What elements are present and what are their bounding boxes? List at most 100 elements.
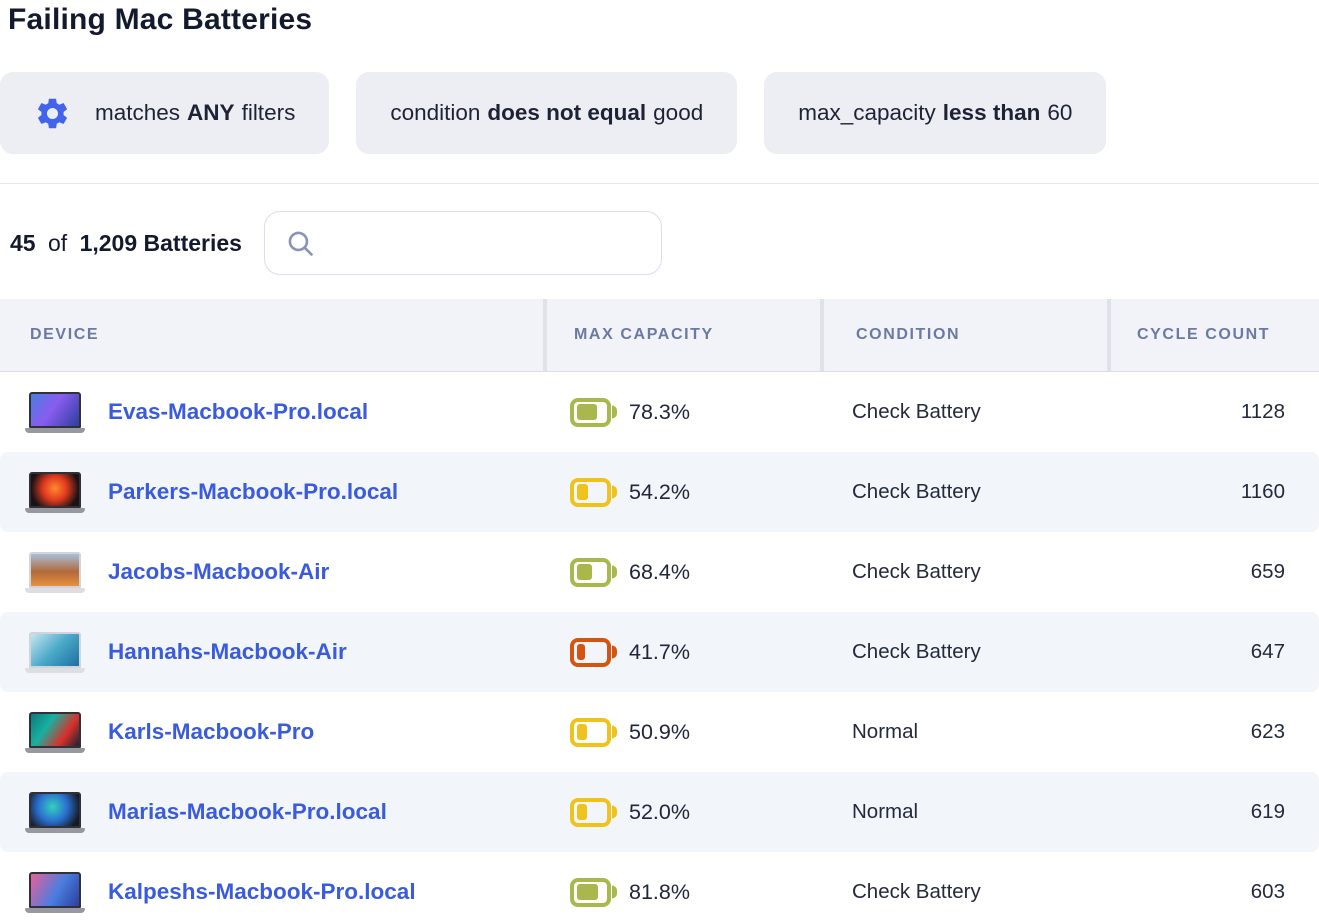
match-chip-operator: ANY: [187, 100, 235, 125]
cycle-count-value: 603: [1250, 880, 1285, 903]
cycle-count-value: 1160: [1240, 480, 1285, 503]
table-row: Marias-Macbook-Pro.local 52.0% Normal 61…: [0, 772, 1319, 852]
battery-nub: [612, 885, 617, 899]
battery-fill: [576, 404, 598, 420]
table-header: Device Max Capacity Condition Cycle Coun…: [0, 299, 1319, 372]
device-link[interactable]: Marias-Macbook-Pro.local: [108, 799, 387, 824]
laptop-screen: [29, 391, 81, 428]
battery-percentage: 68.4%: [629, 559, 690, 584]
laptop-thumbnail: [25, 871, 85, 913]
battery-nub: [612, 565, 617, 579]
header-cell-device[interactable]: Device: [30, 326, 100, 343]
max-capacity-cell: 78.3%: [543, 372, 820, 452]
table-row: Hannahs-Macbook-Air 41.7% Check Battery …: [0, 612, 1319, 692]
max-capacity-cell: 41.7%: [543, 612, 820, 692]
device-link[interactable]: Kalpeshs-Macbook-Pro.local: [108, 879, 416, 904]
section-divider: [0, 183, 1319, 184]
device-link[interactable]: Evas-Macbook-Pro.local: [108, 399, 369, 424]
condition-value: Normal: [852, 800, 919, 823]
table-row: Karls-Macbook-Pro 50.9% Normal 623: [0, 692, 1319, 772]
cycle-count-cell: 1128: [1107, 372, 1319, 452]
device-cell: Evas-Macbook-Pro.local: [0, 372, 543, 452]
condition-value: Check Battery: [852, 480, 981, 503]
laptop-base: [25, 667, 85, 673]
gear-icon[interactable]: [34, 95, 71, 132]
filter-chip-condition[interactable]: condition does not equal good: [356, 72, 738, 154]
header-cell-condition[interactable]: Condition: [820, 299, 1107, 371]
battery-nub: [612, 725, 617, 739]
cycle-count-value: 619: [1250, 800, 1285, 823]
batteries-table: Device Max Capacity Condition Cycle Coun…: [0, 299, 1319, 923]
battery-icon: [570, 797, 617, 827]
chip-field: max_capacity: [798, 100, 936, 125]
laptop-base: [25, 827, 85, 833]
header-cell-cycle-count[interactable]: Cycle Count: [1107, 299, 1319, 371]
battery-nub: [612, 805, 617, 819]
laptop-screen: [29, 791, 81, 828]
table-body: Evas-Macbook-Pro.local 78.3% Check Batte…: [0, 372, 1319, 923]
filter-match-chip[interactable]: matches ANY filters: [0, 72, 330, 154]
laptop-screen: [29, 551, 81, 588]
condition-cell: Normal: [820, 772, 1107, 852]
table-row: Evas-Macbook-Pro.local 78.3% Check Batte…: [0, 372, 1319, 452]
device-cell: Parkers-Macbook-Pro.local: [0, 452, 543, 532]
cycle-count-cell: 1160: [1107, 452, 1319, 532]
device-link[interactable]: Karls-Macbook-Pro: [108, 719, 315, 744]
laptop-screen: [29, 711, 81, 748]
cycle-count-value: 647: [1250, 640, 1285, 663]
device-cell: Jacobs-Macbook-Air: [0, 532, 543, 612]
max-capacity-cell: 81.8%: [543, 852, 820, 923]
table-row: Jacobs-Macbook-Air 68.4% Check Battery 6…: [0, 532, 1319, 612]
device-cell: Kalpeshs-Macbook-Pro.local: [0, 852, 543, 923]
max-capacity-cell: 54.2%: [543, 452, 820, 532]
condition-cell: Check Battery: [820, 612, 1107, 692]
cycle-count-cell: 623: [1107, 692, 1319, 772]
condition-cell: Check Battery: [820, 452, 1107, 532]
condition-cell: Check Battery: [820, 372, 1107, 452]
device-link[interactable]: Parkers-Macbook-Pro.local: [108, 479, 399, 504]
results-shown-count: 45: [10, 229, 36, 256]
header-cell-max-capacity[interactable]: Max Capacity: [543, 299, 820, 371]
chip-value: 60: [1047, 100, 1073, 125]
chip-field: condition: [390, 100, 481, 125]
device-cell: Hannahs-Macbook-Air: [0, 612, 543, 692]
condition-value: Check Battery: [852, 400, 981, 423]
chip-operator: does not equal: [487, 100, 647, 125]
device-link[interactable]: Hannahs-Macbook-Air: [108, 639, 347, 664]
laptop-thumbnail: [25, 551, 85, 593]
results-summary: 45 of 1,209 Batteries: [10, 230, 242, 257]
laptop-thumbnail: [25, 471, 85, 513]
search-box: [263, 211, 662, 275]
condition-value: Normal: [852, 720, 919, 743]
results-separator: of: [47, 229, 68, 256]
filter-chip-max-capacity[interactable]: max_capacity less than 60: [764, 72, 1107, 154]
battery-fill: [576, 564, 592, 580]
condition-cell: Check Battery: [820, 532, 1107, 612]
laptop-thumbnail: [25, 791, 85, 833]
cycle-count-value: 1128: [1240, 400, 1285, 423]
max-capacity-cell: 68.4%: [543, 532, 820, 612]
cycle-count-cell: 647: [1107, 612, 1319, 692]
table-row: Parkers-Macbook-Pro.local 54.2% Check Ba…: [0, 452, 1319, 532]
chip-operator: less than: [942, 100, 1041, 125]
max-capacity-cell: 50.9%: [543, 692, 820, 772]
cycle-count-cell: 603: [1107, 852, 1319, 923]
condition-cell: Check Battery: [820, 852, 1107, 923]
laptop-screen: [29, 871, 81, 908]
battery-percentage: 50.9%: [629, 719, 690, 744]
battery-icon: [570, 477, 617, 507]
battery-nub: [612, 405, 617, 419]
laptop-thumbnail: [25, 631, 85, 673]
battery-icon: [570, 717, 617, 747]
laptop-screen: [29, 471, 81, 508]
cycle-count-value: 623: [1250, 720, 1285, 743]
condition-cell: Normal: [820, 692, 1107, 772]
cycle-count-cell: 659: [1107, 532, 1319, 612]
device-link[interactable]: Jacobs-Macbook-Air: [108, 559, 330, 584]
search-input[interactable]: [263, 211, 662, 275]
match-chip-suffix: filters: [241, 100, 296, 125]
laptop-base: [25, 427, 85, 433]
battery-percentage: 81.8%: [629, 879, 690, 904]
condition-value: Check Battery: [852, 640, 981, 663]
